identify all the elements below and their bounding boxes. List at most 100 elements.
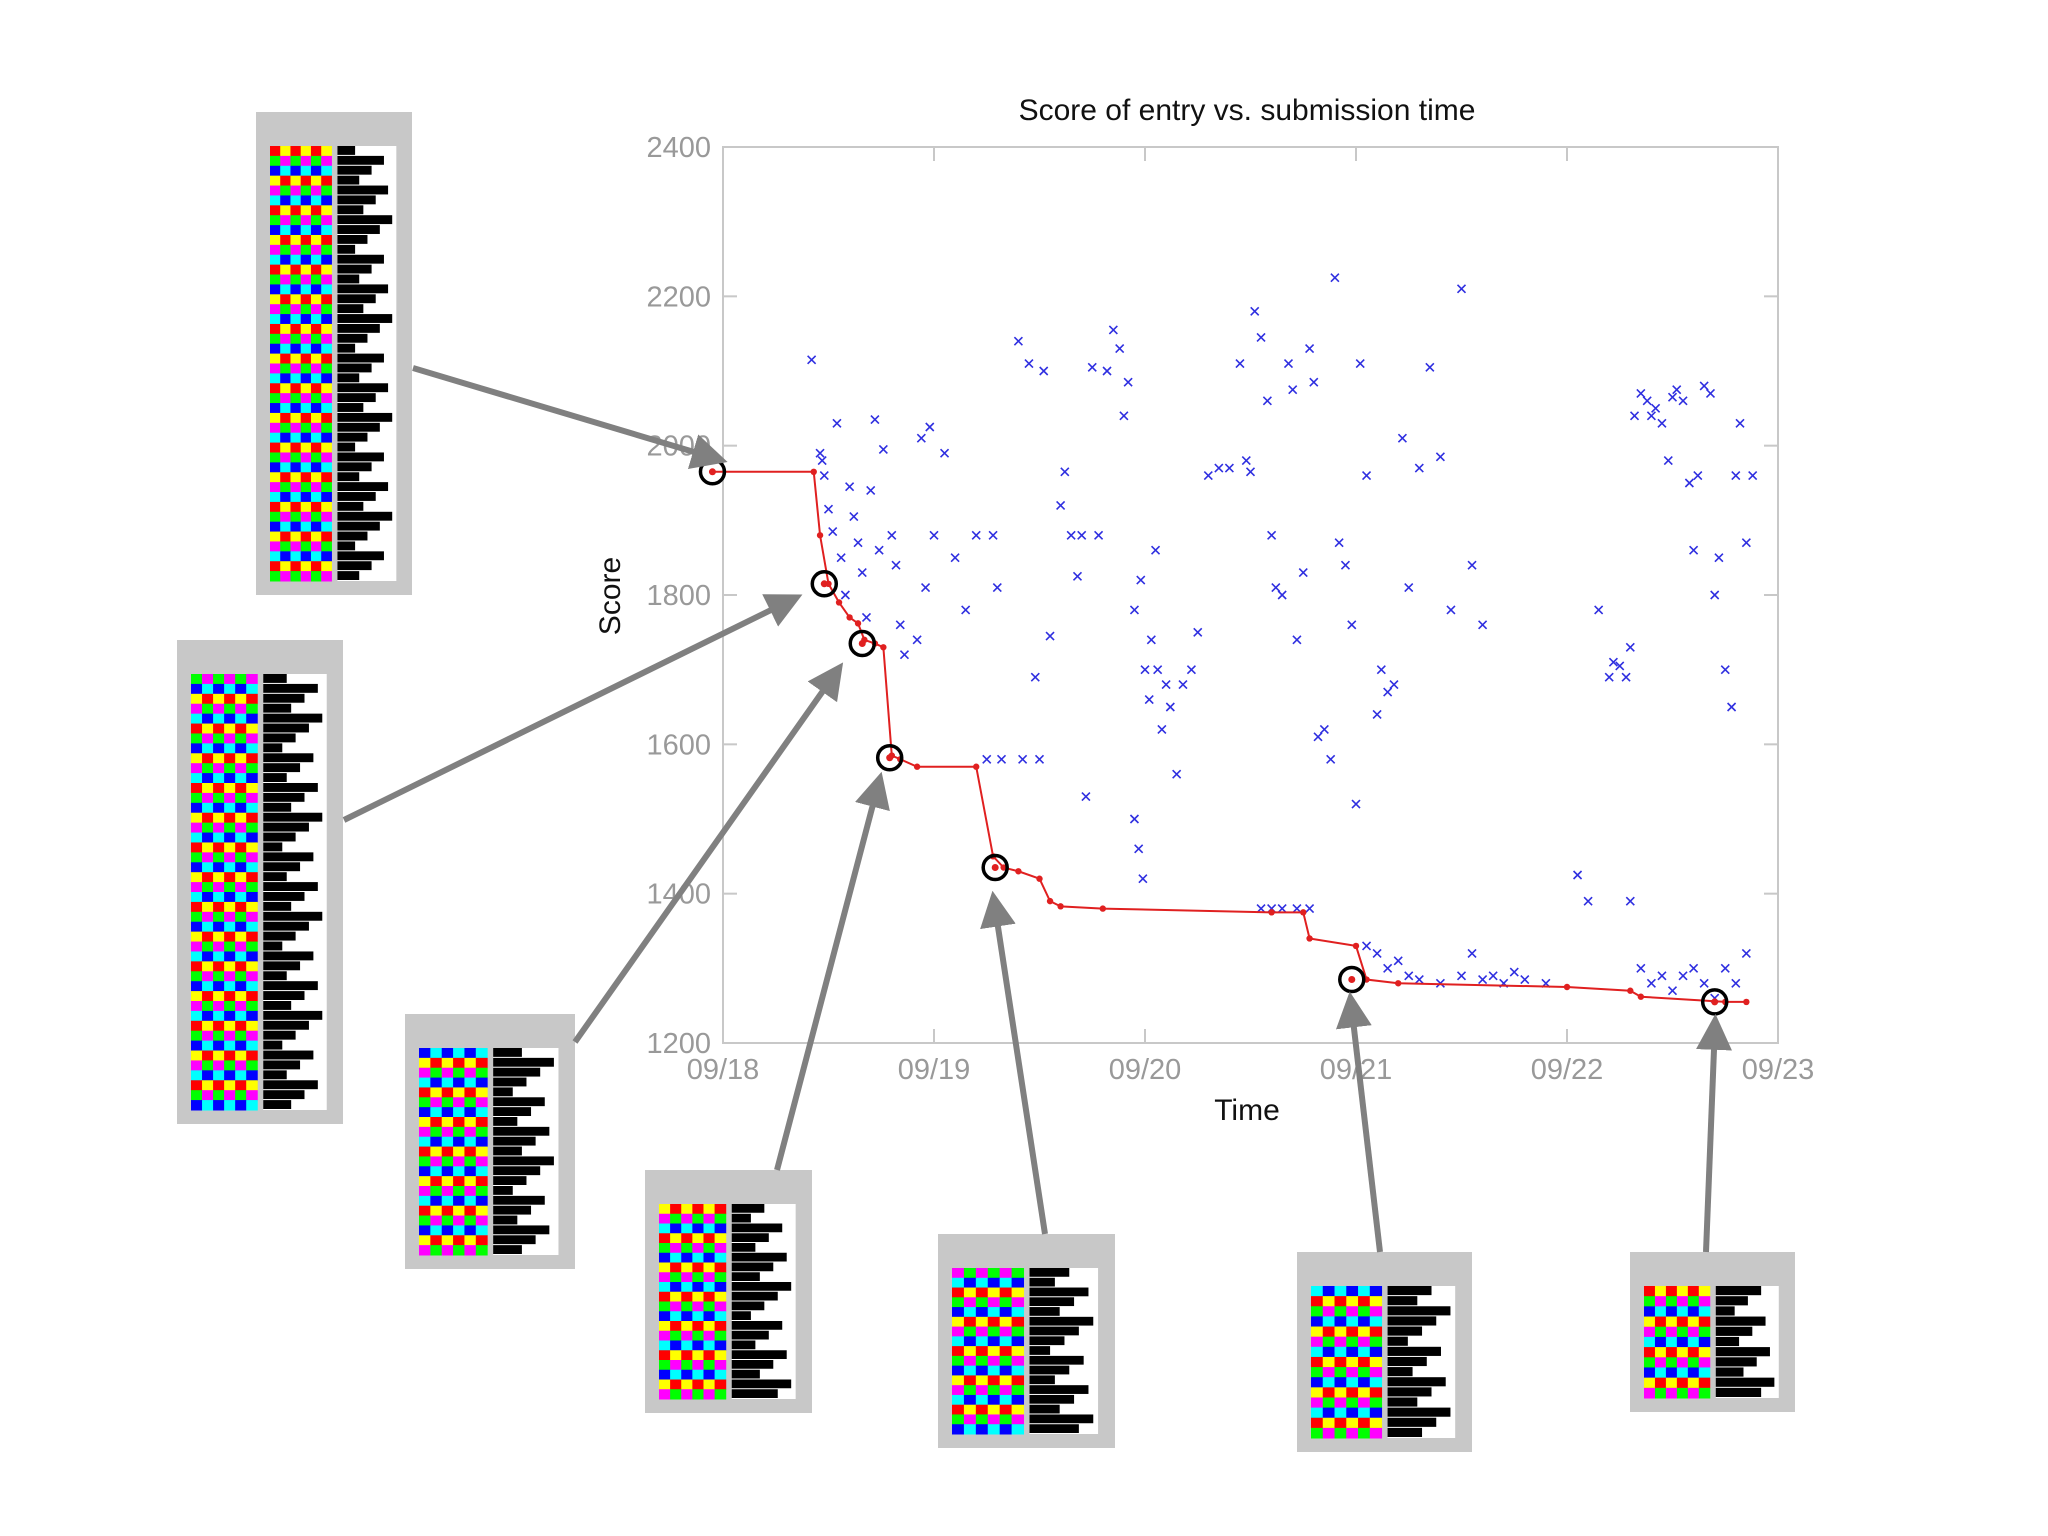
entry-point — [1146, 635, 1156, 645]
thumbnail-cell — [987, 1385, 1001, 1396]
thumbnail-cell — [300, 551, 312, 562]
thumbnail-cell — [213, 981, 225, 992]
thumbnail-cell — [300, 501, 312, 513]
thumbnail-cell — [202, 753, 214, 764]
thumbnail-cell — [310, 254, 322, 266]
thumbnail-cell — [235, 1090, 247, 1101]
thumbnail-cell — [1676, 1296, 1689, 1307]
thumbnail-cell — [300, 571, 312, 582]
thumbnail-cell — [475, 1245, 488, 1256]
thumbnail-cell — [246, 852, 258, 863]
thumbnail-cell — [1358, 1306, 1371, 1317]
thumbnail-cell — [270, 363, 281, 374]
thumbnail-bar — [493, 1146, 522, 1156]
thumbnail-cell — [310, 234, 322, 246]
entry-point — [925, 422, 935, 432]
thumbnail-cell — [1665, 1357, 1678, 1368]
thumbnail-bar — [1387, 1336, 1408, 1346]
thumbnail-cell — [1698, 1296, 1711, 1307]
thumbnail-cell — [1665, 1296, 1678, 1307]
thumbnail-cell — [246, 674, 258, 685]
thumbnail-cell — [202, 882, 214, 893]
thumbnail-cell — [659, 1389, 671, 1400]
thumbnail-cell — [191, 961, 203, 972]
entry-point — [1361, 470, 1372, 481]
thumbnail-cell — [280, 501, 291, 513]
thumbnail-bar — [337, 492, 376, 501]
thumbnail-cell — [213, 862, 225, 873]
thumbnail-cell — [659, 1379, 671, 1390]
thumbnail-cell — [1687, 1357, 1700, 1368]
thumbnail-bar — [263, 1080, 318, 1090]
best-score-point — [1000, 864, 1007, 871]
thumbnail-cell — [213, 1040, 225, 1052]
thumbnail-cell — [224, 852, 236, 863]
thumbnail-cell — [975, 1365, 989, 1376]
thumbnail-cell — [202, 733, 214, 744]
thumbnail-bar — [263, 911, 323, 921]
thumbnail-cell — [692, 1321, 704, 1332]
thumbnail-bar — [337, 501, 364, 511]
thumbnail-cell — [681, 1369, 693, 1380]
thumbnail-cell — [681, 1223, 693, 1234]
thumbnail-cell — [1687, 1326, 1700, 1338]
thumbnail-cell — [1676, 1336, 1689, 1348]
entry-point — [1393, 956, 1403, 966]
thumbnail-bar — [337, 432, 368, 442]
thumbnail-cell — [213, 812, 225, 824]
thumbnail-cell — [246, 931, 258, 943]
thumbnail-cell — [659, 1243, 671, 1254]
thumbnail-bar — [263, 842, 283, 852]
thumbnail-cell — [235, 882, 247, 893]
thumbnail-cell — [202, 921, 214, 933]
thumbnail-cell — [300, 205, 312, 216]
thumbnail-cell — [419, 1117, 431, 1128]
thumbnail-bar — [263, 703, 292, 713]
thumbnail-cell — [419, 1195, 431, 1207]
thumbnail-cell — [310, 314, 322, 325]
thumbnail-cell — [213, 882, 225, 893]
thumbnail-cell — [441, 1205, 454, 1217]
thumbnail-bar — [263, 1030, 296, 1040]
best-score-point — [1015, 868, 1022, 875]
thumbnail-bar — [1029, 1414, 1094, 1424]
thumbnail-cell — [280, 561, 291, 572]
thumbnail-cell — [1334, 1377, 1347, 1388]
thumbnail-cell — [1358, 1286, 1371, 1297]
thumbnail-cell — [419, 1107, 431, 1118]
thumbnail-cell — [191, 783, 203, 794]
thumbnail-cell — [191, 1060, 203, 1071]
thumbnail-cell — [300, 333, 312, 345]
entry-point — [1583, 896, 1593, 906]
thumbnail-cell — [280, 294, 291, 305]
thumbnail-cell — [290, 561, 302, 572]
thumbnail-bar — [263, 921, 309, 931]
thumbnail-cell — [224, 951, 236, 962]
thumbnail-cell — [202, 961, 214, 972]
entry-point — [899, 650, 910, 660]
thumbnail-cell — [191, 1030, 203, 1042]
entry-point — [1615, 661, 1625, 671]
entry-point — [1689, 545, 1699, 555]
entry-point — [1309, 377, 1319, 387]
thumbnail-cell — [692, 1204, 704, 1215]
thumbnail-cell — [270, 551, 281, 562]
thumbnail-cell — [290, 225, 302, 236]
thumbnail-cell — [1346, 1306, 1359, 1317]
best-score-point — [1046, 897, 1054, 905]
thumbnail-cell — [202, 683, 214, 695]
thumbnail-cell — [963, 1297, 977, 1308]
selected-entry-dot — [1348, 976, 1356, 984]
thumbnail-cell — [714, 1340, 727, 1351]
thumbnail-cell — [246, 693, 258, 705]
thumbnail-cell — [270, 373, 281, 384]
thumbnail-cell — [453, 1245, 465, 1256]
best-score-point — [1099, 905, 1107, 912]
thumbnail-cell — [235, 842, 247, 853]
thumbnail-cell — [1654, 1316, 1667, 1328]
entry-point — [1699, 381, 1709, 391]
thumbnail-bar — [1387, 1377, 1446, 1387]
thumbnail-cell — [213, 683, 225, 695]
thumbnail-cell — [202, 832, 214, 843]
entry-point — [1714, 553, 1724, 563]
